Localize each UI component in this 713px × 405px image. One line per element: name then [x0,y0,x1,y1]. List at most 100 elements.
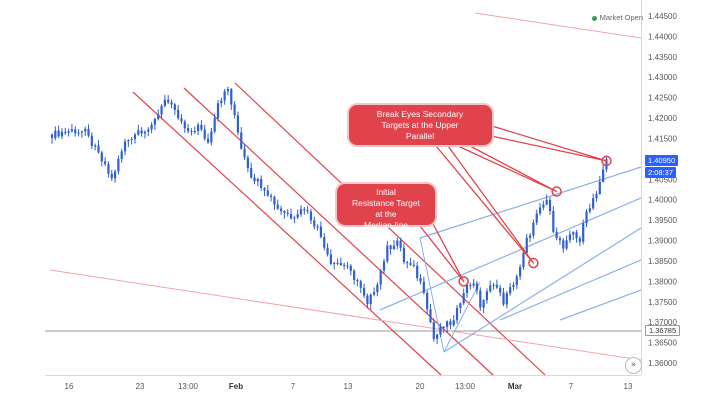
candle-body [183,121,186,129]
candle [538,202,542,216]
y-tick-label: 1.39500 [648,216,677,225]
y-tick-label: 1.40000 [648,196,677,205]
candle [472,279,475,288]
candle [270,193,273,202]
channel-median-line [183,87,494,376]
candle [286,209,289,217]
y-tick-label: 1.44000 [648,32,677,41]
candle-body [113,171,117,179]
candle-body [246,157,249,169]
candle [100,151,103,167]
candle [117,155,120,175]
candle [449,318,452,330]
candle [502,287,505,307]
candle [130,136,133,145]
candle [263,187,266,197]
candle-body [595,193,598,199]
candle [356,278,359,287]
candle-body [525,237,528,253]
candle-body [555,231,558,239]
candle-body [436,334,439,339]
y-tick-label: 1.40500 [648,175,677,184]
candle [452,315,455,327]
callout-pointer [435,145,535,264]
candle-body [445,321,449,327]
candle-body [575,232,578,239]
channel-lower-line [132,91,442,376]
candle [333,261,336,270]
candle-body [459,303,462,308]
candle-body [426,292,429,310]
candle [489,280,492,293]
x-tick-label: 23 [136,382,145,391]
candle [253,174,256,185]
candle [592,193,595,211]
candle-body [216,103,220,119]
candle-body [223,91,226,101]
candle-body [163,99,166,106]
candle-body [528,235,532,238]
candle [382,258,386,275]
candle [455,304,459,324]
candle-body [472,283,475,286]
candle-body [143,131,147,134]
candle [399,237,402,252]
candle-body [499,287,502,293]
candle [519,264,522,281]
target-marker [528,257,539,269]
candle [70,124,74,133]
candle [60,128,64,140]
candle [598,176,601,195]
candle [462,288,465,306]
candle [359,279,362,293]
channel-upper-line [234,82,546,376]
candle-body [512,284,515,288]
candle [429,303,432,324]
candle [170,99,173,109]
candle-body [362,287,366,296]
candle [303,207,306,215]
candle [392,240,396,250]
candle-body [133,134,137,140]
candle-body [442,326,445,328]
candle [499,284,502,297]
candle [77,129,80,137]
callout-secondary: Initial Resistance Target at the Median-lin… [335,182,437,230]
candle [386,240,389,264]
candle [475,280,479,295]
candle-body [123,141,127,152]
candle [402,243,406,265]
candle-body [578,238,581,242]
candle [558,236,562,245]
candle-body [379,270,382,285]
candle [104,157,107,167]
candle-body [120,151,123,160]
candle [412,260,415,268]
candle-body [50,134,54,139]
target-markers [458,155,612,287]
candle-timer-value: 2:08:37 [648,167,674,177]
candle [339,257,342,266]
candle [260,175,263,191]
scroll-to-latest-button[interactable]: » [625,357,642,374]
candle-body [60,131,64,137]
candle-body [349,265,352,271]
candle-body [230,89,233,105]
candle [250,162,253,179]
candle-body [100,152,103,162]
candle-body [359,281,362,288]
candle [485,288,489,304]
x-tick-label: 13:00 [455,382,476,391]
callout-secondary-text: Initial Resistance Target at the Median-lin… [352,187,421,230]
y-tick-label: 1.37500 [648,298,677,307]
candle-body [552,211,555,232]
candle-body [57,130,60,137]
candle [309,208,313,225]
target-marker [601,155,612,167]
candle-body [319,226,323,237]
x-tick-label: 13:00 [178,382,199,391]
candle [140,127,143,137]
callout-primary: Break Eyes Secondary Targets at the Upper… [347,103,494,147]
candle-body [243,148,246,158]
